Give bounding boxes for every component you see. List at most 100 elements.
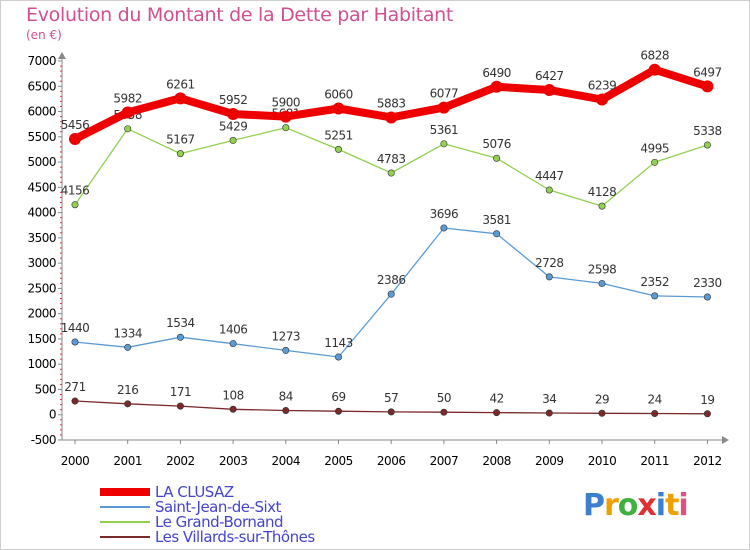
data-point [121, 106, 134, 119]
data-label: 171 [170, 385, 191, 399]
data-label: 6239 [588, 78, 617, 92]
y-tick-label: 0 [49, 408, 56, 422]
data-point [176, 402, 184, 410]
data-point [648, 63, 661, 76]
data-point [124, 400, 132, 408]
data-label: 5982 [113, 91, 142, 105]
data-point [651, 292, 659, 300]
data-point [493, 409, 501, 417]
data-point [437, 101, 450, 114]
data-label: 3696 [430, 207, 459, 221]
data-point [598, 202, 606, 210]
data-label: 29 [595, 392, 609, 406]
y-tick-label: 4500 [27, 180, 56, 194]
data-label: 6828 [640, 49, 669, 63]
y-tick-label: 2000 [27, 307, 56, 321]
data-point [71, 201, 79, 209]
data-point [703, 410, 711, 418]
data-point [282, 406, 290, 414]
x-tick-label: 2007 [430, 454, 459, 468]
data-label: 5952 [219, 93, 248, 107]
data-point [545, 186, 553, 194]
x-tick-label: 2000 [61, 454, 90, 468]
data-point [490, 80, 503, 93]
data-label: 3581 [482, 213, 511, 227]
data-label: 5900 [272, 96, 301, 110]
legend-label: Saint-Jean-de-Sixt [155, 498, 282, 516]
y-tick-label: 3500 [27, 231, 56, 245]
y-tick-label: 6500 [27, 79, 56, 93]
data-point [703, 141, 711, 149]
data-label: 1406 [219, 323, 248, 337]
data-point [598, 409, 606, 417]
y-tick-label: 500 [35, 382, 56, 396]
y-tick-label: 6000 [27, 105, 56, 119]
data-point [334, 407, 342, 415]
data-point [651, 410, 659, 418]
data-label: 19 [700, 393, 714, 407]
data-label: 6060 [324, 88, 353, 102]
data-point [493, 230, 501, 238]
x-tick-label: 2002 [166, 454, 195, 468]
data-label: 57 [384, 391, 398, 405]
data-point [598, 279, 606, 287]
data-label: 1273 [272, 329, 301, 343]
y-tick-label: -500 [31, 433, 56, 447]
data-point [387, 408, 395, 416]
data-label: 6490 [482, 66, 511, 80]
data-label: 6077 [430, 87, 459, 101]
data-point [229, 405, 237, 413]
data-label: 84 [279, 389, 293, 403]
data-point [701, 80, 714, 93]
data-label: 5167 [166, 133, 195, 147]
data-label: 4995 [640, 141, 669, 155]
data-label: 2330 [693, 276, 722, 290]
data-point [332, 102, 345, 115]
data-point [229, 136, 237, 144]
x-tick-label: 2012 [693, 454, 722, 468]
data-point [229, 340, 237, 348]
data-point [543, 83, 556, 96]
data-label: 4156 [61, 184, 90, 198]
data-point [69, 133, 81, 146]
y-axis-arrow [58, 52, 66, 59]
x-tick-label: 2003 [219, 454, 248, 468]
y-tick-label: 1500 [27, 332, 56, 346]
data-label: 50 [437, 391, 451, 405]
y-tick-label: 2500 [27, 281, 56, 295]
data-point [334, 145, 342, 153]
data-label: 42 [489, 392, 503, 406]
data-point [596, 93, 608, 106]
data-label: 2386 [377, 273, 406, 287]
legend-label: Les Villards-sur-Thônes [155, 528, 315, 546]
proxiti-logo: Proxiti [583, 488, 689, 523]
data-point [440, 408, 448, 416]
data-point [545, 273, 553, 281]
data-label: 4783 [377, 152, 406, 166]
data-point [71, 338, 79, 346]
legend-label: LA CLUSAZ [155, 483, 234, 501]
data-point [174, 92, 187, 105]
data-point [440, 224, 448, 232]
x-tick-label: 2009 [535, 454, 564, 468]
data-label: 1334 [113, 326, 142, 340]
x-tick-label: 2008 [482, 454, 511, 468]
data-label: 5338 [693, 124, 722, 138]
data-point [71, 397, 79, 405]
data-label: 34 [542, 392, 556, 406]
data-point [176, 333, 184, 341]
unit-label: (en €) [26, 28, 62, 42]
data-point [703, 293, 711, 301]
data-label: 2352 [640, 275, 669, 289]
y-tick-label: 5000 [27, 155, 56, 169]
data-point [493, 154, 501, 162]
data-point [124, 125, 132, 133]
data-point [545, 409, 553, 417]
data-label: 5361 [430, 123, 459, 137]
data-label: 2728 [535, 256, 564, 270]
data-label: 6427 [535, 69, 564, 83]
data-point [227, 107, 240, 120]
data-label: 5429 [219, 119, 248, 133]
chart-title: Evolution du Montant de la Dette par Hab… [26, 4, 454, 26]
y-tick-label: 7000 [27, 54, 56, 68]
